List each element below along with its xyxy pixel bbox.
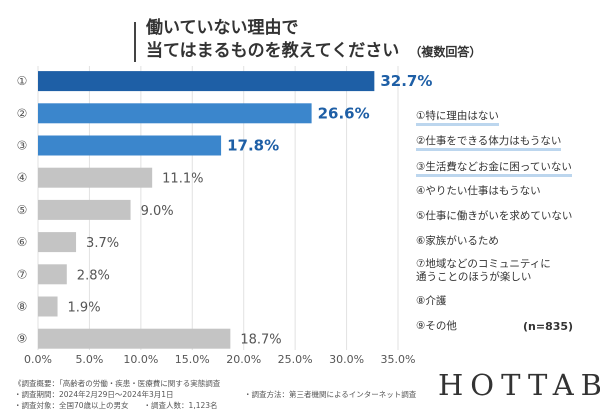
- category-label: ⑦: [17, 267, 28, 281]
- footer-period: ・調査期間：2024年2月29日〜2024年3月1日: [14, 390, 174, 399]
- bar: [38, 71, 375, 92]
- bar: [38, 199, 131, 220]
- sample-size: (n=835): [523, 320, 574, 333]
- chart-title: 働いていない理由で当てはまるものを教えてください （複数回答）: [146, 17, 481, 64]
- bar: [38, 264, 67, 285]
- legend-item: ⑧介護: [416, 295, 447, 307]
- category-label: ⑥: [17, 235, 28, 249]
- title-line-2: 当てはまるものを教えてください: [146, 41, 400, 61]
- data-label: 18.7%: [240, 333, 281, 348]
- legend-item: ②仕事をできる体力はもうない: [416, 135, 562, 151]
- x-tick-label: 20.0%: [226, 353, 261, 366]
- bar: [38, 135, 222, 156]
- legend-item: ④やりたい仕事はもうない: [416, 185, 541, 197]
- category-label: ②: [17, 106, 28, 120]
- x-tick-label: 35.0%: [381, 353, 416, 366]
- hottab-logo: HOTTAB: [438, 368, 600, 402]
- x-tick-label: 0.0%: [24, 353, 52, 366]
- title-note: （複数回答）: [409, 45, 482, 59]
- legend-item: ⑨その他: [416, 320, 457, 332]
- x-tick-label: 5.0%: [75, 353, 103, 366]
- legend-item: ①特に理由はない: [416, 110, 499, 126]
- title-line-1: 働いていない理由で: [146, 18, 299, 38]
- footer-overview: 《調査概要：「高齢者の労働・疾患・医療費に関する実態調査: [14, 379, 221, 388]
- data-label: 1.9%: [68, 301, 101, 316]
- data-label: 26.6%: [318, 104, 370, 122]
- footer-method: ・調査方法：第三者機関によるインターネット調査: [244, 390, 417, 399]
- category-label: ⑨: [17, 332, 28, 346]
- x-tick-label: 10.0%: [123, 353, 158, 366]
- x-tick-label: 15.0%: [175, 353, 210, 366]
- x-tick-label: 25.0%: [278, 353, 313, 366]
- category-label: ③: [17, 139, 28, 153]
- category-label: ⑤: [17, 203, 28, 217]
- bar: [38, 232, 77, 253]
- category-label: ④: [17, 171, 28, 185]
- bar: [38, 103, 312, 124]
- title-accent-bar: [134, 22, 136, 62]
- data-label: 17.8%: [227, 137, 279, 155]
- bar: [38, 328, 231, 349]
- data-label: 9.0%: [141, 204, 174, 219]
- legend-item: ③生活費などお金に困っていない: [416, 161, 572, 177]
- legend-item: ⑤仕事に働きがいを求めていない: [416, 210, 573, 222]
- x-tick-label: 30.0%: [329, 353, 364, 366]
- category-label: ⑧: [17, 300, 28, 314]
- data-label: 3.7%: [86, 236, 119, 251]
- data-label: 2.8%: [77, 268, 110, 283]
- legend-item: ⑥家族がいるため: [416, 235, 499, 247]
- category-label: ①: [17, 74, 28, 88]
- footer-target: ・調査対象：全国70歳以上の男女 ・調査人数：1,123名: [14, 401, 218, 410]
- legend-item: ⑦地域などのコミュニティに 通うことのほうが楽しい: [416, 258, 551, 283]
- data-label: 11.1%: [162, 172, 203, 187]
- bar: [38, 167, 153, 188]
- data-label: 32.7%: [380, 72, 432, 90]
- bar: [38, 296, 58, 317]
